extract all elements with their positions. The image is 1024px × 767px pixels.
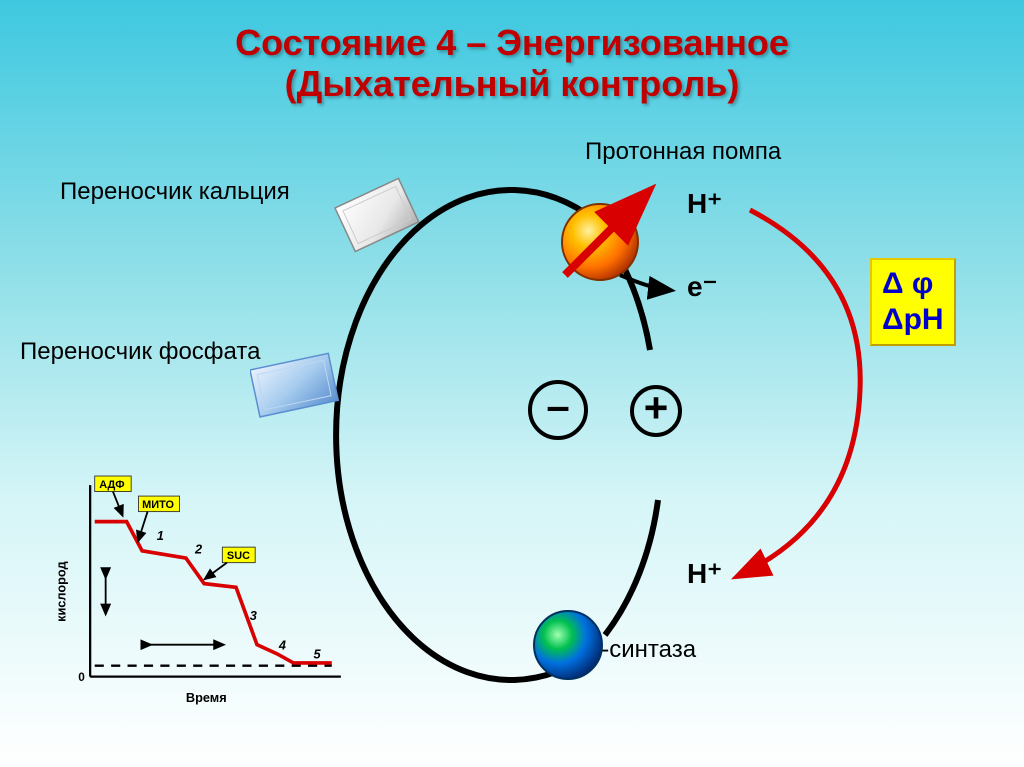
- oxygen-chart: 0 АДФ МИТО SUC 1 2 3 4 5 кислород Вре: [40, 455, 350, 725]
- tag-adf: АДФ: [95, 476, 131, 514]
- svg-text:SUC: SUC: [227, 550, 250, 562]
- svg-text:Время: Время: [186, 690, 227, 705]
- label-phosphate-transporter: Переносчик фосфата: [20, 338, 260, 366]
- chart-zero: 0: [78, 670, 85, 684]
- svg-text:МИТО: МИТО: [142, 499, 174, 511]
- page-title: Состояние 4 – Энергизованное (Дыхательны…: [0, 22, 1024, 105]
- svg-text:5: 5: [314, 646, 322, 661]
- title-line-2: (Дыхательный контроль): [285, 63, 740, 104]
- tag-suc: SUC: [206, 547, 255, 578]
- phosphate-box: [250, 353, 338, 417]
- minus-sign: –: [528, 380, 588, 440]
- plus-sign: +: [630, 385, 682, 437]
- atp-synthase-sphere: [534, 611, 602, 679]
- svg-text:1: 1: [157, 528, 164, 543]
- svg-text:2: 2: [194, 542, 202, 557]
- svg-text:4: 4: [278, 637, 286, 652]
- svg-text:АДФ: АДФ: [99, 479, 124, 491]
- chart-data-line: [95, 522, 332, 663]
- electron-arrow: [620, 275, 668, 290]
- svg-text:3: 3: [250, 608, 257, 623]
- svg-text:кислород: кислород: [54, 561, 69, 622]
- title-line-1: Состояние 4 – Энергизованное: [235, 22, 789, 63]
- proton-return-arrow: [700, 190, 900, 600]
